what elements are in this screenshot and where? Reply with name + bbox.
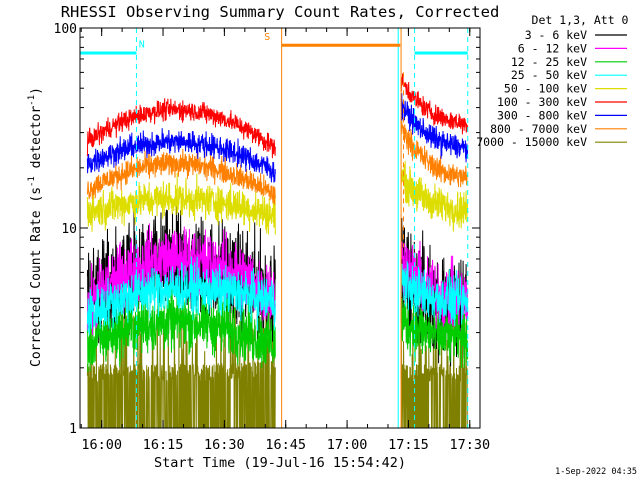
data-series-line: [86, 256, 469, 336]
y-axis-label-part: Corrected Count Rate (s: [29, 187, 44, 367]
y-tick-label: 10: [61, 222, 77, 237]
x-axis-label: Start Time (19-Jul-16 15:54:42): [154, 455, 406, 471]
y-axis-label-part: detector: [29, 106, 44, 177]
data-layer: [86, 73, 469, 429]
flag-label: N: [139, 39, 145, 50]
legend-label: 6 - 12 keV: [518, 41, 587, 55]
data-series-line: [86, 117, 469, 205]
x-tick-label: 17:15: [388, 437, 429, 453]
data-series-line: [86, 73, 469, 159]
x-tick-label: 17:00: [327, 437, 368, 453]
legend-header: Det 1,3, Att 0: [532, 13, 629, 27]
flag-label: S: [264, 32, 270, 43]
x-tick-label: 16:30: [204, 437, 245, 453]
data-series-line: [86, 93, 469, 183]
legend-label: 300 - 800 keV: [497, 108, 587, 122]
y-axis-label-part: ): [29, 87, 44, 95]
data-series-line: [86, 160, 469, 235]
y-axis-label-sup: -1: [27, 95, 37, 106]
x-tick-label: 16:00: [81, 437, 122, 453]
legend-label: 800 - 7000 keV: [490, 122, 587, 136]
axes-layer: 1 10 100 16:00 16:15 16:30 16:45 17:00 17:15 17:3…: [54, 22, 491, 453]
y-tick-label: 100: [54, 22, 77, 37]
legend-label: 3 - 6 keV: [525, 28, 587, 42]
x-tick-label: 16:15: [143, 437, 184, 453]
legend-label: 100 - 300 keV: [497, 95, 587, 109]
y-axis-label-sup: -1: [27, 176, 37, 187]
legend-label: 7000 - 15000 keV: [476, 135, 587, 149]
legend-label: 12 - 25 keV: [511, 55, 587, 69]
footer-timestamp: 1-Sep-2022 04:35: [555, 467, 637, 477]
x-tick-label: 17:30: [449, 437, 490, 453]
legend-label: 25 - 50 keV: [511, 68, 587, 82]
marker-layer: NS: [80, 28, 469, 428]
y-tick-label: 1: [69, 422, 77, 437]
legend-label: 50 - 100 keV: [504, 82, 587, 96]
chart-title: RHESSI Observing Summary Count Rates, Co…: [61, 3, 500, 21]
x-tick-label: 16:45: [265, 437, 306, 453]
data-series-line: [86, 305, 468, 429]
y-axis-label: Corrected Count Rate (s-1 detector-1): [27, 87, 44, 367]
